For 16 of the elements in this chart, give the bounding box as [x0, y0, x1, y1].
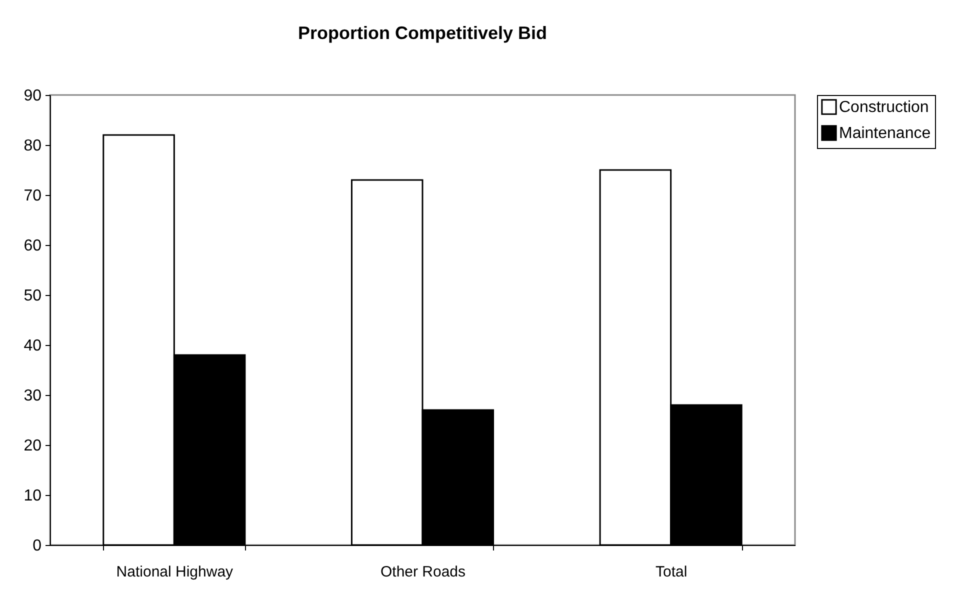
y-tick-label: 90	[24, 88, 42, 104]
y-tick-label: 60	[24, 238, 42, 254]
y-tick-label: 10	[24, 488, 42, 504]
y-tick-label: 30	[24, 388, 42, 404]
y-tick-label: 40	[24, 338, 42, 354]
y-tick-label: 20	[24, 438, 42, 454]
x-tick-label: Total	[655, 564, 688, 580]
legend-label: Construction	[839, 99, 929, 116]
y-tick-label: 0	[32, 538, 42, 554]
y-tick-label: 70	[24, 188, 42, 204]
y-tick-label: 80	[24, 138, 42, 154]
legend-label: Maintenance	[839, 125, 931, 142]
chart-title: Proportion Competitively Bid	[298, 23, 548, 43]
x-tick-label: Other Roads	[380, 564, 466, 580]
y-tick-label: 50	[24, 288, 42, 304]
x-tick-label: National Highway	[116, 564, 234, 580]
